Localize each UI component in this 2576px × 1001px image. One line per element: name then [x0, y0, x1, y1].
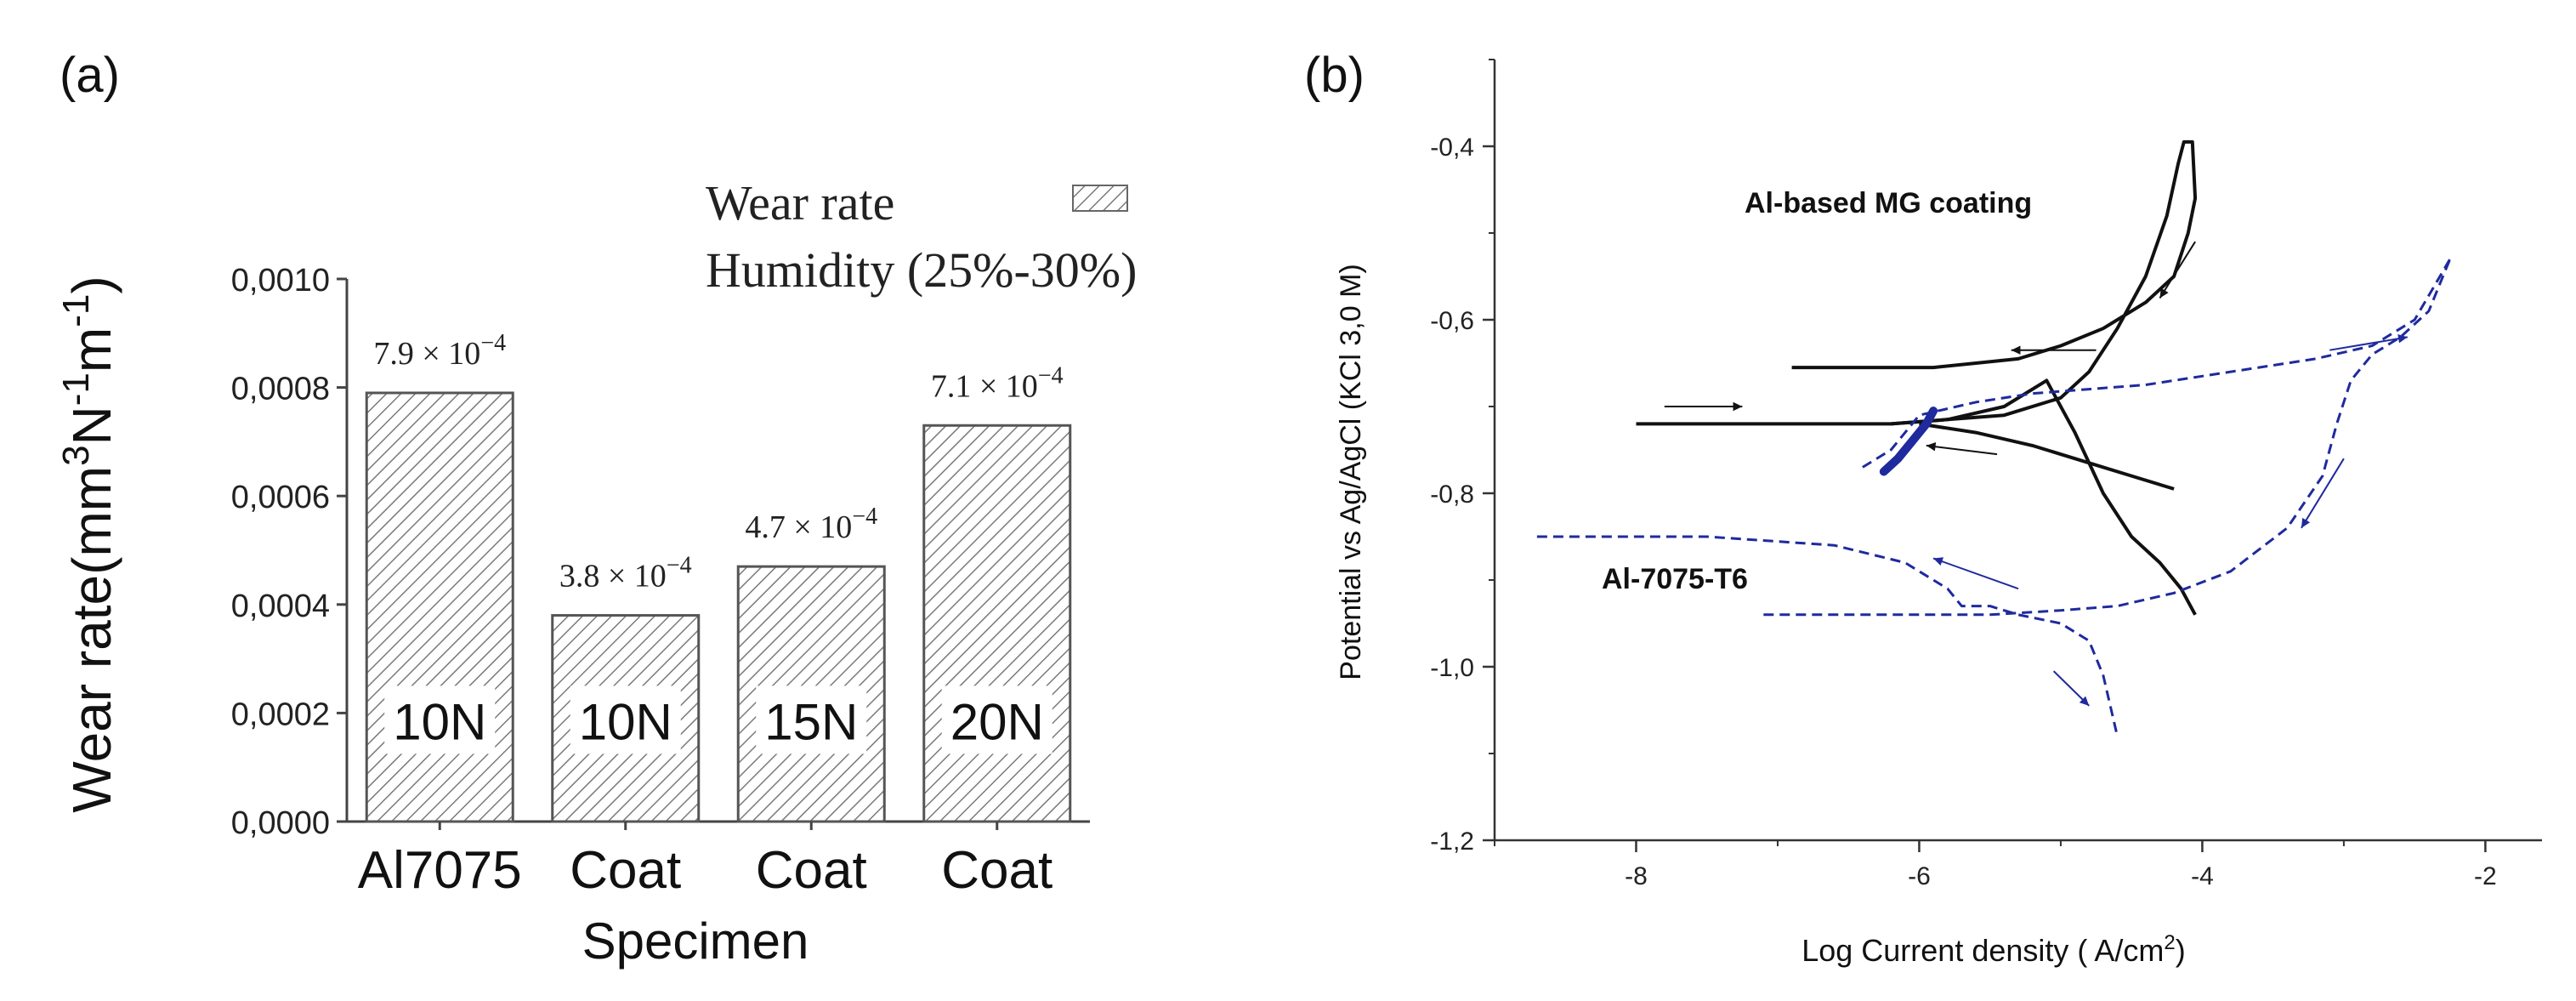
panel-a-ylabel: Wear rate(mm3N-1m-1) [55, 276, 122, 812]
value-label: 4.7 × 10−4 [745, 503, 877, 545]
y-tick-label: 0,0004 [231, 589, 330, 624]
panel-a: (a) Wear rate(mm3N-1m-1) 0,00000,00020,0… [55, 48, 1137, 970]
panel-b-x-ticks: -8 -6 -4 -2 [1494, 840, 2497, 890]
series-line [1636, 139, 2198, 426]
panel-a-bars: 10N 7.9 × 10−4 10N 3.8 × 10−4 15N 4.7 × 10−4 2… [365, 330, 1072, 823]
panel-b-ylabel: Potential vs Ag/AgCl (KCl 3,0 M) [1335, 264, 1367, 680]
y-tick-label: 0,0006 [231, 480, 330, 515]
load-label-box [570, 685, 681, 754]
direction-arrow [2159, 241, 2196, 299]
panel-b-direction-arrows [1664, 241, 2409, 707]
bar [365, 391, 514, 823]
load-label-box [384, 685, 496, 754]
direction-arrowhead [1926, 442, 1937, 452]
panel-a-y-ticks: 0,0000 0,0002 0,0004 0,0006 0,0008 0,0010 [231, 263, 347, 841]
y-tick-label: -1,2 [1430, 828, 1474, 856]
panel-a-xlabel: Specimen [582, 913, 809, 970]
direction-arrow [2329, 336, 2409, 351]
series-marker-cluster [1879, 407, 1938, 476]
panel-b-xlabel: Log Current density ( A/cm2) [1801, 931, 2186, 968]
x-tick-label: -2 [2474, 862, 2497, 890]
x-tick-label: Coat [756, 841, 867, 900]
y-tick-label: 0,0010 [231, 263, 330, 299]
panel-b-axes [1493, 60, 2542, 842]
direction-arrow [2301, 458, 2345, 529]
direction-arrowhead [1933, 557, 1944, 566]
panel-a-legend: Wear rate Humidity (25%-30%) [706, 175, 1137, 298]
x-tick-label: Coat [570, 841, 681, 900]
direction-arrow [1926, 444, 1998, 456]
load-label: 10N [393, 693, 486, 750]
panel-a-label: (a) [60, 48, 120, 103]
series-line [1536, 535, 2119, 737]
series-line [1891, 378, 2197, 616]
annotation-coating: Al-based MG coating [1745, 187, 2032, 219]
annotation-al7075: Al-7075-T6 [1602, 563, 1748, 595]
x-tick-label: Al7075 [358, 841, 522, 900]
x-tick-label: -4 [2191, 862, 2214, 890]
direction-arrowhead [2079, 696, 2090, 706]
load-label: 10N [579, 693, 672, 750]
y-tick-label: -0,4 [1430, 134, 1474, 162]
series-line [1862, 258, 2452, 469]
value-label: 7.9 × 10−4 [373, 330, 506, 372]
load-label-box [756, 685, 867, 754]
series-line [1763, 259, 2452, 617]
direction-arrowhead [1733, 401, 1743, 412]
y-tick-label: 0,0000 [231, 805, 330, 841]
y-tick-label: 0,0008 [231, 372, 330, 407]
direction-arrow [1932, 557, 2019, 590]
value-label: 3.8 × 10−4 [559, 553, 692, 594]
y-tick-label: -0,8 [1430, 481, 1474, 509]
y-tick-label: -0,6 [1430, 307, 1474, 335]
panel-b-series [1536, 139, 2452, 737]
direction-arrowhead [2397, 334, 2408, 344]
load-label: 20N [950, 693, 1044, 750]
legend-series-label: Wear rate [706, 175, 894, 230]
direction-arrowhead [2011, 345, 2021, 355]
load-label: 15N [764, 693, 858, 750]
value-label: 7.1 × 10−4 [931, 362, 1064, 404]
panel-a-x-ticks: Al7075 Coat Coat Coat [358, 822, 1053, 900]
x-tick-label: -8 [1625, 862, 1648, 890]
legend-hatch-swatch [1072, 185, 1128, 212]
bar [922, 424, 1072, 823]
panel-b: (b) Potential vs Ag/AgCl (KCl 3,0 M) -0,… [1304, 48, 2542, 968]
direction-arrowhead [2301, 517, 2311, 528]
y-tick-label: 0,0002 [231, 697, 330, 732]
panel-b-label: (b) [1304, 48, 1365, 103]
x-tick-label: -6 [1908, 862, 1931, 890]
series-line [1919, 422, 2175, 491]
direction-arrowhead [2159, 287, 2169, 299]
load-label-box [941, 685, 1053, 754]
y-tick-label: -1,0 [1430, 654, 1474, 682]
panel-b-y-ticks: -0,4 -0,6 -0,8 -1,0 -1,2 [1430, 59, 1495, 856]
legend-condition-label: Humidity (25%-30%) [706, 242, 1137, 298]
x-tick-label: Coat [941, 841, 1053, 900]
